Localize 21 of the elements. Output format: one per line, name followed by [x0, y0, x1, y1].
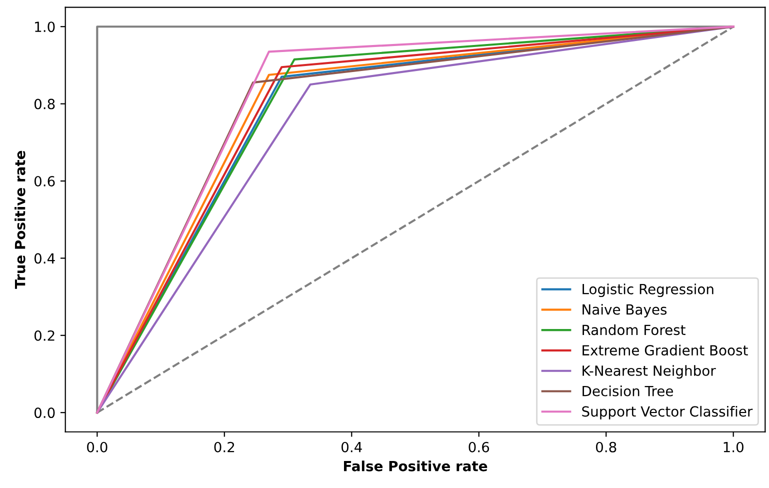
- y-tick-label: 0.4: [34, 253, 55, 264]
- y-tick-label: 0.6: [34, 176, 55, 186]
- y-tick-label: 0.8: [34, 98, 55, 110]
- y-tick-label: 1.0: [35, 22, 55, 32]
- legend-label: Naive Bayes: [582, 304, 667, 318]
- legend-label: Extreme Gradient Boost: [582, 344, 748, 356]
- legend-label: K-Nearest Neighbor: [582, 365, 716, 379]
- x-tick-label: 0.4: [342, 442, 362, 452]
- y-tick-label: 0.2: [34, 330, 54, 341]
- x-tick-label: 0.2: [214, 442, 234, 452]
- legend-label: Logistic Regression: [582, 284, 714, 298]
- legend-label: Random Forest: [582, 324, 686, 336]
- y-axis-title: True Positive rate: [14, 150, 26, 289]
- x-axis-title: False Positive rate: [344, 460, 488, 472]
- legend-label: Decision Tree: [582, 386, 673, 396]
- legend-label: Support Vector Classifier: [582, 406, 753, 420]
- y-tick-label: 0.0: [34, 408, 55, 418]
- x-tick-label: 0.6: [468, 442, 490, 452]
- x-tick-label: 1.0: [724, 442, 744, 452]
- x-tick-label: 0.8: [596, 442, 616, 452]
- x-tick-label: 0.0: [87, 442, 108, 452]
